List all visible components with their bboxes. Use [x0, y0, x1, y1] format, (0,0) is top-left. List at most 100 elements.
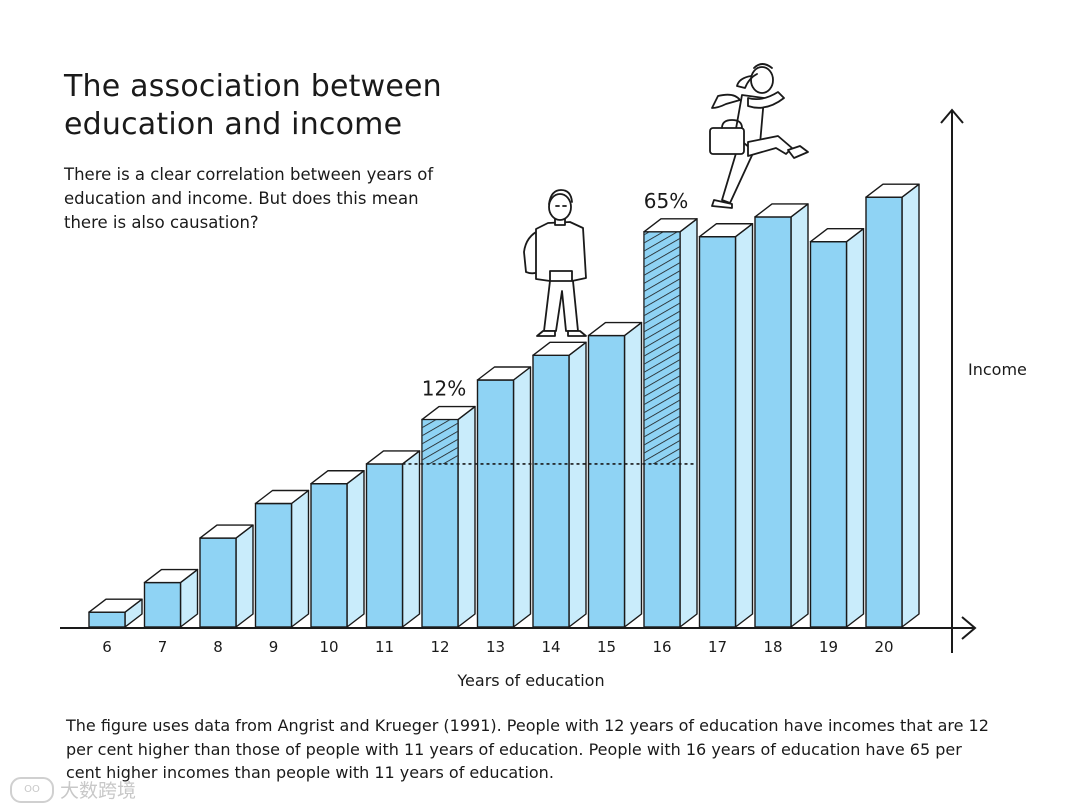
bar-side-15	[623, 321, 643, 628]
bar-11	[365, 450, 421, 628]
bar-front-19	[809, 240, 848, 628]
watermark: OO 大数跨境	[10, 776, 136, 803]
tick-label-9: 9	[269, 638, 279, 656]
bar-side-19	[845, 227, 865, 628]
bar-top-16	[643, 218, 698, 233]
hair	[736, 63, 773, 89]
tick-label-11: 11	[375, 638, 394, 656]
bar-20	[865, 183, 920, 628]
tick-label-6: 6	[102, 638, 112, 656]
bar-front-9	[254, 502, 293, 628]
tick-label-13: 13	[486, 638, 505, 656]
figure-caption: The figure uses data from Angrist and Kr…	[66, 716, 989, 782]
bar-side-14	[568, 341, 587, 628]
bar-front-13	[476, 379, 515, 628]
bar-top-6	[88, 598, 143, 613]
running-man-icon	[709, 63, 809, 209]
tick-label-19: 19	[819, 638, 838, 656]
bar-side-12	[457, 405, 476, 628]
tick-label-7: 7	[158, 638, 168, 656]
bar-side-11	[401, 450, 421, 628]
bar-front-17	[698, 236, 737, 628]
x-axis-arrow-icon	[961, 616, 977, 640]
bar-front-8	[199, 537, 237, 628]
front-arm	[747, 91, 785, 109]
tick-label-14: 14	[541, 638, 560, 656]
bar-front-20	[865, 196, 903, 628]
bar-front-6	[88, 611, 126, 628]
bar-top-11	[365, 450, 421, 465]
bar-top-12	[421, 405, 476, 421]
bar-top-19	[809, 227, 865, 243]
tick-label-8: 8	[213, 638, 223, 656]
shoes	[536, 330, 587, 337]
tick-label-16: 16	[652, 638, 671, 656]
bar-front-7	[143, 581, 182, 628]
axes-layer	[60, 108, 977, 653]
bar-top-14	[532, 341, 587, 356]
bar-6	[88, 598, 143, 628]
watermark-logo-icon: OO	[10, 776, 54, 803]
tick-label-10: 10	[319, 638, 338, 656]
tick-label-17: 17	[708, 638, 727, 656]
bar-hatch-12	[422, 420, 458, 464]
figures-layer	[523, 63, 809, 337]
bar-side-20	[901, 183, 920, 628]
shoes	[711, 145, 809, 209]
annotation-12: 12%	[422, 377, 466, 401]
bar-front-14	[532, 354, 570, 628]
bar-17	[698, 223, 754, 628]
bar-9	[254, 489, 310, 628]
bar-7	[143, 568, 199, 628]
tick-label-20: 20	[874, 638, 893, 656]
bar-front-10	[310, 483, 348, 628]
bar-hatch-16	[644, 232, 680, 464]
bar-18	[754, 203, 809, 628]
watermark-text: 大数跨境	[60, 780, 137, 802]
bar-front-15	[587, 334, 626, 628]
bar-top-10	[310, 470, 365, 485]
bar-13	[476, 366, 532, 628]
tick-label-12: 12	[430, 638, 449, 656]
bar-front-18	[754, 216, 792, 628]
bar-top-8	[199, 524, 254, 539]
x-axis-title: Years of education	[456, 671, 604, 690]
bar-top-7	[143, 568, 199, 584]
bars-layer	[88, 183, 920, 628]
hair	[548, 189, 573, 205]
bar-14	[532, 341, 587, 628]
trousers	[543, 280, 579, 332]
bar-side-9	[290, 489, 310, 628]
bar-10	[310, 470, 365, 628]
bar-side-10	[346, 470, 365, 628]
bar-15	[587, 321, 643, 628]
y-axis-arrow-icon	[940, 108, 964, 124]
bar-top-20	[865, 183, 920, 198]
bar-side-17	[734, 223, 754, 628]
briefcase-icon	[709, 127, 745, 155]
chart-title: The association between education and in…	[64, 69, 442, 142]
front-leg	[747, 135, 793, 157]
bar-top-9	[254, 489, 310, 505]
back-arm	[711, 93, 741, 109]
labels-layer: 12% 65% 6 7 8 9 10 11 12 13 14 15 16 17 18 19 20 Years of…	[102, 189, 1027, 690]
head	[548, 193, 572, 221]
annotation-16: 65%	[644, 189, 688, 213]
bar-side-13	[512, 366, 532, 628]
bar-top-13	[476, 366, 532, 381]
jacket	[535, 221, 587, 282]
chart-subtitle: There is a clear correlation between yea…	[64, 165, 434, 232]
briefcase-handle	[721, 119, 743, 129]
bar-front-11	[365, 463, 404, 628]
bar-side-18	[790, 203, 809, 628]
tick-label-15: 15	[597, 638, 616, 656]
bar-side-16	[679, 218, 698, 628]
standing-man-icon	[523, 189, 587, 337]
bar-top-17	[698, 223, 754, 238]
bar-19	[809, 227, 865, 628]
tick-label-18: 18	[763, 638, 782, 656]
head	[750, 66, 774, 94]
bar-8	[199, 524, 254, 628]
y-axis-title: Income	[968, 360, 1027, 379]
